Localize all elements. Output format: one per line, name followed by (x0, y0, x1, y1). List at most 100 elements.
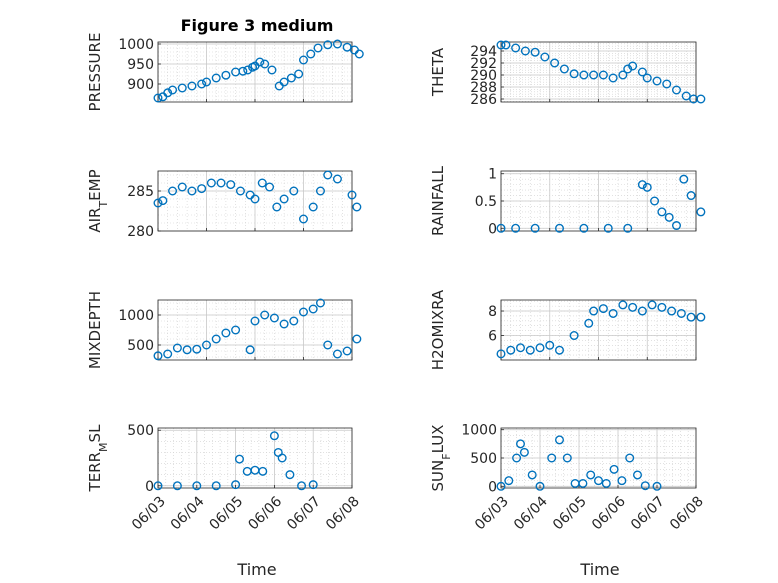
data-point (279, 319, 289, 329)
data-point (277, 453, 287, 463)
data-point (496, 349, 506, 359)
data-point (192, 481, 202, 491)
data-point (686, 191, 696, 201)
data-point (511, 43, 521, 53)
data-point (609, 464, 619, 474)
x-tick-label: 06/04 (168, 493, 208, 533)
data-point (221, 70, 231, 80)
y-axis-label: PRESSURE (86, 33, 104, 112)
data-point (696, 94, 706, 104)
data-point (569, 69, 579, 79)
x-tick-label: 06/07 (628, 494, 668, 534)
y-tick-label: 8 (488, 304, 497, 320)
plot-area (158, 428, 352, 488)
y-tick-label: 280 (127, 224, 154, 240)
data-point (579, 70, 589, 80)
data-point (168, 85, 178, 95)
data-point (257, 178, 267, 188)
data-point (289, 186, 299, 196)
data-point (637, 67, 647, 77)
data-point (158, 196, 168, 206)
data-point (545, 340, 555, 350)
data-point (234, 454, 244, 464)
data-point (235, 186, 245, 196)
data-point (216, 178, 226, 188)
data-point (265, 182, 275, 192)
y-tick-label: 950 (127, 57, 154, 73)
data-point (342, 346, 352, 356)
y-axis-label: AIRTEMP (86, 169, 110, 232)
data-point (269, 431, 279, 441)
data-point (584, 318, 594, 328)
data-point (516, 343, 526, 353)
data-point (511, 223, 521, 233)
data-point (299, 55, 309, 65)
data-point (662, 79, 672, 89)
data-point (637, 180, 647, 190)
data-point (308, 202, 318, 212)
data-point (501, 40, 511, 50)
x-tick-label: 06/05 (207, 494, 247, 534)
panel-pressure: 900 950 1000 PRESSURE (86, 33, 364, 112)
data-point (269, 313, 279, 323)
data-point (562, 453, 572, 463)
y-axis-label: THETA (429, 47, 447, 97)
data-point (332, 174, 342, 184)
y-tick-label: 0 (488, 479, 497, 495)
data-point (163, 349, 173, 359)
data-point (519, 447, 529, 457)
data-point (559, 64, 569, 74)
y-tick-label: 294 (470, 44, 497, 60)
data-point (589, 306, 599, 316)
data-point (323, 170, 333, 180)
data-point (260, 310, 270, 320)
data-point (633, 470, 643, 480)
y-tick-label: 0.5 (475, 194, 497, 210)
data-point (279, 194, 289, 204)
x-tick-label: 06/06 (245, 493, 285, 533)
data-point (530, 223, 540, 233)
data-point (323, 40, 333, 50)
panel-mixdepth: 500 1000 MIXDEPTH (86, 291, 362, 369)
data-point (628, 302, 638, 312)
data-point (642, 73, 652, 83)
data-point (332, 349, 342, 359)
x-axis-label-left: Time (236, 560, 276, 579)
panel-rainfall: 0 0.5 1 RAINFALL (429, 165, 706, 237)
data-point (625, 453, 635, 463)
data-point (299, 214, 309, 224)
x-tick-label: 06/06 (589, 493, 629, 533)
data-point (589, 70, 599, 80)
data-point (696, 207, 706, 217)
data-point (535, 481, 545, 491)
data-point (272, 202, 282, 212)
data-point (525, 345, 535, 355)
data-point (696, 312, 706, 322)
data-point (496, 223, 506, 233)
data-point (506, 345, 516, 355)
data-point (197, 79, 207, 89)
y-tick-label: 1 (488, 167, 497, 183)
data-point (192, 344, 202, 354)
data-point (637, 306, 647, 316)
data-point (306, 49, 316, 59)
data-point (550, 58, 560, 68)
y-tick-label: 1000 (461, 423, 497, 439)
data-point (250, 194, 260, 204)
y-tick-label: 285 (127, 184, 154, 200)
data-point (496, 481, 506, 491)
data-point (578, 478, 588, 488)
x-tick-label: 06/03 (472, 494, 512, 534)
y-axis-label: H2OMIXRA (429, 289, 447, 370)
data-point (496, 40, 506, 50)
data-point (231, 325, 241, 335)
data-point (221, 328, 231, 338)
data-point (352, 202, 362, 212)
y-tick-label: 290 (470, 68, 497, 84)
data-point (623, 223, 633, 233)
data-point (201, 340, 211, 350)
data-point (679, 174, 689, 184)
data-point (608, 73, 618, 83)
